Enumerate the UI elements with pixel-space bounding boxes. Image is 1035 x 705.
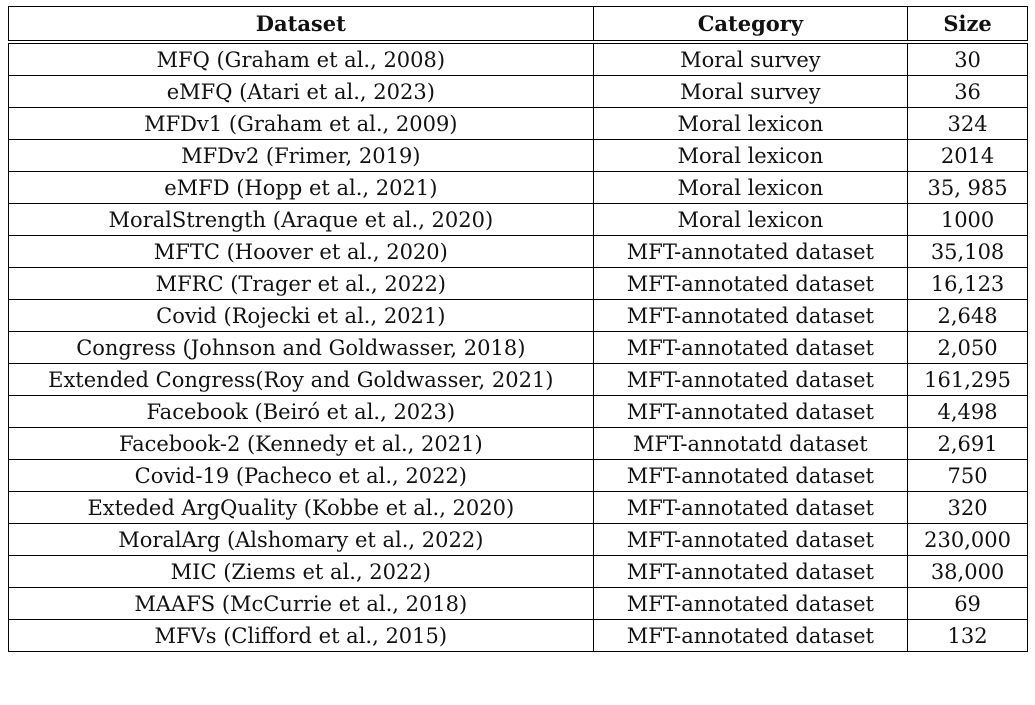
cell-category: MFT-annotatd dataset [592, 427, 909, 460]
cell-category: Moral lexicon [592, 171, 909, 204]
cell-size: 320 [907, 491, 1028, 524]
cell-dataset: MFRC (Trager et al., 2022) [8, 267, 594, 300]
cell-dataset: MAAFS (McCurrie et al., 2018) [8, 587, 594, 620]
datasets-table: Dataset Category Size MFQ (Graham et al.… [8, 6, 1028, 652]
cell-size: 2,691 [907, 427, 1028, 460]
cell-category: MFT-annotated dataset [592, 619, 909, 652]
cell-size: 324 [907, 107, 1028, 140]
cell-size: 2,648 [907, 299, 1028, 332]
cell-category: MFT-annotated dataset [592, 555, 909, 588]
cell-size: 38,000 [907, 555, 1028, 588]
cell-dataset: Facebook-2 (Kennedy et al., 2021) [8, 427, 594, 460]
cell-category: Moral lexicon [592, 139, 909, 172]
table-row: MFDv1 (Graham et al., 2009) Moral lexicon… [8, 107, 1028, 140]
table-row: MFQ (Graham et al., 2008) Moral survey 30 [8, 41, 1028, 76]
cell-category: Moral lexicon [592, 203, 909, 236]
cell-size: 2,050 [907, 331, 1028, 364]
table-row: Congress (Johnson and Goldwasser, 2018) M… [8, 331, 1028, 364]
cell-size: 161,295 [907, 363, 1028, 396]
cell-size: 4,498 [907, 395, 1028, 428]
cell-category: Moral survey [592, 41, 909, 76]
cell-category: MFT-annotated dataset [592, 523, 909, 556]
cell-category: MFT-annotated dataset [592, 331, 909, 364]
cell-dataset: MoralArg (Alshomary et al., 2022) [8, 523, 594, 556]
cell-size: 36 [907, 75, 1028, 108]
table-row: eMFD (Hopp et al., 2021) Moral lexicon 35,… [8, 171, 1028, 204]
cell-category: MFT-annotated dataset [592, 267, 909, 300]
cell-dataset: MFDv2 (Frimer, 2019) [8, 139, 594, 172]
cell-dataset: MFTC (Hoover et al., 2020) [8, 235, 594, 268]
cell-size: 30 [907, 41, 1028, 76]
table-row: Covid (Rojecki et al., 2021) MFT-annotate… [8, 299, 1028, 332]
cell-category: Moral survey [592, 75, 909, 108]
cell-dataset: MFDv1 (Graham et al., 2009) [8, 107, 594, 140]
cell-size: 230,000 [907, 523, 1028, 556]
cell-category: MFT-annotated dataset [592, 363, 909, 396]
header-row: Dataset Category Size [8, 6, 1028, 44]
cell-category: Moral lexicon [592, 107, 909, 140]
table-row: MFRC (Trager et al., 2022) MFT-annotated … [8, 267, 1028, 300]
table-row: MoralArg (Alshomary et al., 2022) MFT-ann… [8, 523, 1028, 556]
table-row: Covid-19 (Pacheco et al., 2022) MFT-annot… [8, 459, 1028, 492]
header-size: Size [907, 6, 1028, 44]
cell-dataset: eMFQ (Atari et al., 2023) [8, 75, 594, 108]
table-row: MIC (Ziems et al., 2022) MFT-annotated da… [8, 555, 1028, 588]
cell-dataset: MoralStrength (Araque et al., 2020) [8, 203, 594, 236]
table-row: Facebook-2 (Kennedy et al., 2021) MFT-ann… [8, 427, 1028, 460]
header-dataset: Dataset [8, 6, 594, 44]
cell-dataset: Facebook (Beiró et al., 2023) [8, 395, 594, 428]
table-row: Facebook (Beiró et al., 2023) MFT-annotat… [8, 395, 1028, 428]
table-row: MoralStrength (Araque et al., 2020) Moral… [8, 203, 1028, 236]
cell-category: MFT-annotated dataset [592, 235, 909, 268]
cell-category: MFT-annotated dataset [592, 491, 909, 524]
cell-size: 16,123 [907, 267, 1028, 300]
table-row: MFTC (Hoover et al., 2020) MFT-annotated … [8, 235, 1028, 268]
table-row: MFVs (Clifford et al., 2015) MFT-annotate… [8, 619, 1028, 652]
cell-category: MFT-annotated dataset [592, 395, 909, 428]
table-row: MAAFS (McCurrie et al., 2018) MFT-annotat… [8, 587, 1028, 620]
cell-dataset: Extended Congress(Roy and Goldwasser, 20… [8, 363, 594, 396]
cell-category: MFT-annotated dataset [592, 587, 909, 620]
cell-size: 35,108 [907, 235, 1028, 268]
cell-dataset: Congress (Johnson and Goldwasser, 2018) [8, 331, 594, 364]
table-header: Dataset Category Size [8, 6, 1028, 44]
cell-category: MFT-annotated dataset [592, 459, 909, 492]
table-row: eMFQ (Atari et al., 2023) Moral survey 36 [8, 75, 1028, 108]
header-category: Category [592, 6, 909, 44]
cell-category: MFT-annotated dataset [592, 299, 909, 332]
cell-dataset: Covid (Rojecki et al., 2021) [8, 299, 594, 332]
cell-dataset: eMFD (Hopp et al., 2021) [8, 171, 594, 204]
cell-size: 2014 [907, 139, 1028, 172]
table-row: MFDv2 (Frimer, 2019) Moral lexicon 2014 [8, 139, 1028, 172]
table-row: Exteded ArgQuality (Kobbe et al., 2020) M… [8, 491, 1028, 524]
cell-dataset: MFVs (Clifford et al., 2015) [8, 619, 594, 652]
cell-size: 132 [907, 619, 1028, 652]
cell-dataset: Exteded ArgQuality (Kobbe et al., 2020) [8, 491, 594, 524]
cell-size: 1000 [907, 203, 1028, 236]
cell-size: 750 [907, 459, 1028, 492]
cell-dataset: MFQ (Graham et al., 2008) [8, 41, 594, 76]
cell-dataset: MIC (Ziems et al., 2022) [8, 555, 594, 588]
cell-size: 69 [907, 587, 1028, 620]
cell-size: 35, 985 [907, 171, 1028, 204]
cell-dataset: Covid-19 (Pacheco et al., 2022) [8, 459, 594, 492]
table-row: Extended Congress(Roy and Goldwasser, 20… [8, 363, 1028, 396]
table-body: MFQ (Graham et al., 2008) Moral survey 30 e… [8, 41, 1028, 652]
